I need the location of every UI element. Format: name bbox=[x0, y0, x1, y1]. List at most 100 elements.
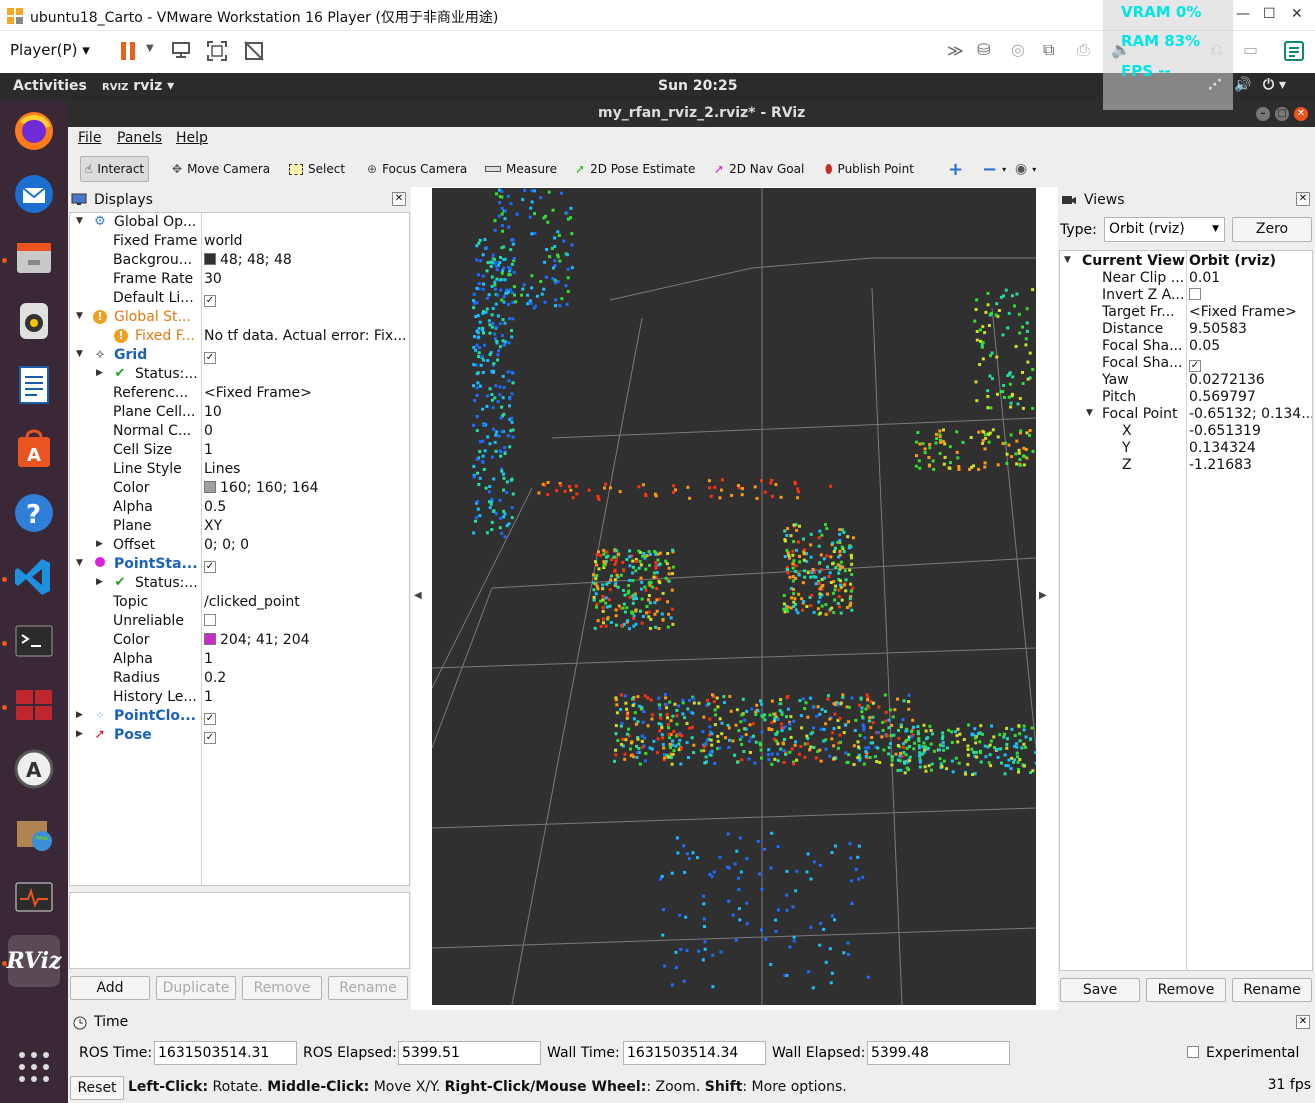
activities-button[interactable]: Activities bbox=[13, 78, 87, 94]
tree-row-grid[interactable]: ▼ ⟡ Grid ✓ bbox=[76, 347, 216, 364]
tree-row-history-length[interactable]: History Le... 1 bbox=[113, 689, 213, 705]
rviz-maximize-button[interactable]: □ bbox=[1275, 107, 1289, 121]
3d-render-viewport[interactable] bbox=[432, 188, 1036, 1005]
tool-interact[interactable]: ☝ Interact bbox=[80, 156, 150, 182]
player-menu[interactable]: Player(P) ▾ bbox=[10, 41, 90, 59]
view-row-pitch[interactable]: Pitch 0.569797 bbox=[1102, 389, 1256, 405]
firefox-icon[interactable] bbox=[8, 105, 60, 157]
tool-measure[interactable]: Measure bbox=[481, 156, 561, 182]
view-row-focal-shape-size[interactable]: Focal Sha... 0.05 bbox=[1102, 338, 1221, 354]
point-cloud-scene[interactable] bbox=[432, 188, 1036, 1005]
tool-publish-point[interactable]: ⬮ Publish Point bbox=[825, 161, 914, 177]
wall-elapsed-field[interactable]: 5399.48 bbox=[867, 1041, 1010, 1065]
printer-icon[interactable]: ⎙ bbox=[1077, 40, 1090, 59]
add-display-button[interactable]: Add bbox=[70, 976, 150, 1000]
terminator-icon[interactable] bbox=[8, 679, 60, 731]
minimize-button[interactable]: — bbox=[1236, 6, 1250, 22]
collapse-left-icon[interactable]: ◀ bbox=[414, 590, 422, 601]
rviz-minimize-button[interactable]: – bbox=[1256, 107, 1270, 121]
send-ctrl-alt-del-icon[interactable] bbox=[170, 40, 192, 62]
fullscreen-icon[interactable] bbox=[206, 40, 228, 62]
view-row-current-view[interactable]: ▼ Current View Orbit (rviz) bbox=[1064, 253, 1276, 269]
display-icon[interactable]: ▭ bbox=[1243, 40, 1259, 59]
duplicate-display-button[interactable]: Duplicate bbox=[156, 976, 236, 1000]
zero-button[interactable]: Zero bbox=[1232, 217, 1312, 242]
ubuntu-software-icon[interactable]: A bbox=[8, 423, 60, 475]
hard-disk-icon[interactable]: ⛁ bbox=[977, 40, 991, 59]
view-type-select[interactable]: Orbit (rviz) ▼ bbox=[1104, 217, 1225, 242]
view-row-yaw[interactable]: Yaw 0.0272136 bbox=[1102, 372, 1265, 388]
view-row-focal-y[interactable]: Y 0.134324 bbox=[1122, 440, 1256, 456]
show-applications-icon[interactable] bbox=[8, 1041, 60, 1093]
collapse-right-icon[interactable]: ▶ bbox=[1039, 590, 1047, 601]
view-row-focal-z[interactable]: Z -1.21683 bbox=[1122, 457, 1252, 473]
tree-row-plane[interactable]: Plane XY bbox=[113, 518, 223, 534]
tree-row-default-light[interactable]: Default Li... ✓ bbox=[113, 290, 216, 307]
rviz-icon[interactable]: RViz bbox=[6, 935, 62, 987]
focal-shape-fixed-checkbox[interactable]: ✓ bbox=[1189, 360, 1201, 372]
rviz-close-button[interactable]: ✕ bbox=[1294, 107, 1308, 121]
tree-row-pose[interactable]: ▶ ➚ Pose ✓ bbox=[76, 727, 216, 744]
reset-button[interactable]: Reset bbox=[70, 1076, 124, 1100]
tree-row-point-status[interactable]: ▶ ✔ Status:... bbox=[96, 575, 198, 591]
tree-row-fixed-frame-status[interactable]: ! Fixed F... No tf data. Actual error: F… bbox=[70, 327, 409, 346]
tree-row-point-stamped[interactable]: ▼ PointSta... ✓ bbox=[76, 556, 216, 573]
tool-move-camera[interactable]: ✥ Move Camera bbox=[172, 162, 271, 176]
tree-row-offset[interactable]: ▶ Offset 0; 0; 0 bbox=[96, 537, 250, 553]
rhythmbox-icon[interactable] bbox=[8, 295, 60, 347]
experimental-checkbox[interactable] bbox=[1187, 1046, 1199, 1058]
pause-icon[interactable] bbox=[118, 40, 140, 62]
tree-row-global-options[interactable]: ▼ ⚙ Global Op... bbox=[76, 214, 197, 230]
menu-file[interactable]: File bbox=[78, 130, 102, 146]
tree-row-unreliable[interactable]: Unreliable bbox=[70, 612, 409, 631]
rename-view-button[interactable]: Rename bbox=[1232, 978, 1312, 1002]
pause-dropdown-icon[interactable]: ▼ bbox=[146, 43, 154, 54]
remove-display-button[interactable]: Remove bbox=[242, 976, 322, 1000]
save-view-button[interactable]: Save bbox=[1060, 978, 1140, 1002]
remove-view-button[interactable]: Remove bbox=[1146, 978, 1226, 1002]
views-close-button[interactable]: ✕ bbox=[1296, 192, 1310, 206]
app-menu[interactable]: RVIZ rviz ▾ bbox=[102, 78, 175, 94]
tree-row-point-color[interactable]: Color 204; 41; 204 bbox=[113, 632, 310, 648]
tool-focus-camera[interactable]: ⊕ Focus Camera bbox=[367, 162, 468, 176]
volume-icon[interactable]: 🔊 bbox=[1234, 77, 1252, 93]
tree-row-reference-frame[interactable]: Referenc... <Fixed Frame> bbox=[113, 385, 312, 401]
tree-row-point-cloud[interactable]: ▶ ⁘ PointClo... ✓ bbox=[76, 708, 216, 725]
view-row-invert-z[interactable]: Invert Z A... bbox=[1060, 287, 1312, 304]
tree-row-grid-status[interactable]: ▶ ✔ Status:... bbox=[96, 366, 198, 382]
maximize-button[interactable]: ☐ bbox=[1263, 6, 1276, 22]
system-monitor-icon[interactable] bbox=[8, 871, 60, 923]
tree-row-radius[interactable]: Radius 0.2 bbox=[113, 670, 227, 686]
clock[interactable]: Sun 20:25 bbox=[658, 78, 738, 94]
view-row-near-clip[interactable]: Near Clip ... 0.01 bbox=[1102, 270, 1221, 286]
unreliable-checkbox[interactable] bbox=[204, 614, 216, 626]
tree-row-topic[interactable]: Topic /clicked_point bbox=[113, 594, 300, 610]
point-stamped-enabled-checkbox[interactable]: ✓ bbox=[204, 561, 216, 573]
network-icon[interactable]: ⧉ bbox=[1043, 40, 1055, 59]
more-devices-icon[interactable]: ≫ bbox=[947, 41, 964, 60]
view-options-button[interactable]: ◉ ▾ bbox=[1015, 161, 1037, 177]
archive-manager-icon[interactable] bbox=[8, 807, 60, 859]
tree-row-cell-size[interactable]: Cell Size 1 bbox=[113, 442, 213, 458]
terminal-icon[interactable] bbox=[8, 615, 60, 667]
remove-tool-button[interactable]: − ▾ bbox=[982, 158, 1007, 180]
cd-icon[interactable]: ◎ bbox=[1011, 40, 1025, 59]
pose-enabled-checkbox[interactable]: ✓ bbox=[204, 732, 216, 744]
tree-row-grid-color[interactable]: Color 160; 160; 164 bbox=[113, 480, 319, 496]
tree-row-frame-rate[interactable]: Frame Rate 30 bbox=[113, 271, 222, 287]
help-icon[interactable]: ? bbox=[8, 487, 60, 539]
time-close-button[interactable]: ✕ bbox=[1296, 1015, 1310, 1029]
unity-mode-icon[interactable] bbox=[243, 40, 265, 62]
grid-enabled-checkbox[interactable]: ✓ bbox=[204, 352, 216, 364]
tree-row-normal-cell-count[interactable]: Normal C... 0 bbox=[113, 423, 213, 439]
view-row-distance[interactable]: Distance 9.50583 bbox=[1102, 321, 1247, 337]
invert-z-checkbox[interactable] bbox=[1189, 288, 1201, 300]
files-icon[interactable] bbox=[8, 232, 60, 284]
tree-row-background-color[interactable]: Backgrou... 48; 48; 48 bbox=[113, 252, 292, 268]
message-log-icon[interactable] bbox=[1283, 40, 1305, 62]
menu-help[interactable]: Help bbox=[176, 130, 208, 146]
view-row-target-frame[interactable]: Target Fr... <Fixed Frame> bbox=[1102, 304, 1297, 320]
view-row-focal-x[interactable]: X -0.651319 bbox=[1122, 423, 1261, 439]
rename-display-button[interactable]: Rename bbox=[328, 976, 408, 1000]
tree-row-line-style[interactable]: Line Style Lines bbox=[113, 461, 241, 477]
